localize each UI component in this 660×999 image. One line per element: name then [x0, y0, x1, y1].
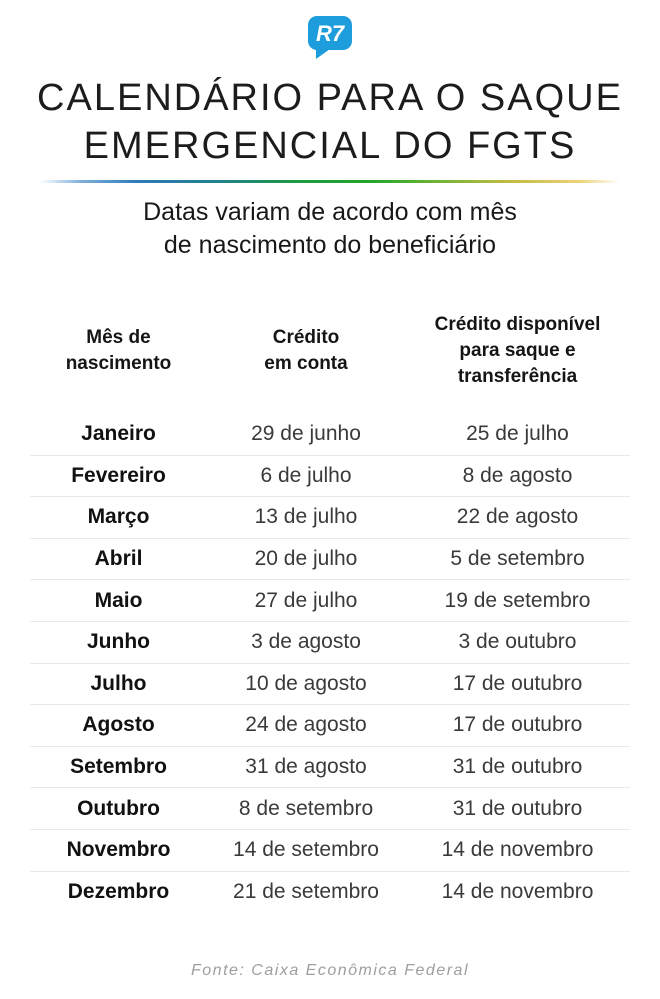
credit-date-cell: 6 de julho	[260, 463, 352, 487]
credit-date-cell: 21 de setembro	[233, 879, 379, 903]
month-cell: Fevereiro	[71, 463, 166, 487]
table-row: Fevereiro 6 de julho 8 de agosto	[30, 454, 630, 497]
month-cell: Junho	[87, 630, 150, 654]
table-header-row: Mês de nascimento Crédito em conta Crédi…	[30, 310, 630, 392]
available-date-cell: 3 de outubro	[458, 630, 577, 654]
month-cell: Agosto	[82, 713, 155, 737]
table-row: Novembro 14 de setembro 14 de novembro	[30, 828, 630, 871]
available-date-cell: 19 de setembro	[444, 588, 591, 612]
credit-date-cell: 14 de setembro	[233, 838, 379, 862]
table-row: Abril 20 de julho 5 de setembro	[30, 537, 630, 580]
month-cell: Novembro	[66, 838, 171, 862]
available-date-cell: 5 de setembro	[450, 547, 585, 571]
month-cell: Abril	[94, 547, 143, 571]
table-row: Setembro 31 de agosto 31 de outubro	[30, 745, 630, 788]
month-cell: Setembro	[70, 755, 167, 779]
table-body: Janeiro 29 de junho 25 de julho Fevereir…	[30, 414, 630, 912]
header-available-credit: Crédito disponível para saque e transfer…	[434, 314, 601, 387]
available-date-cell: 25 de julho	[466, 422, 569, 446]
table-row: Agosto 24 de agosto 17 de outubro	[30, 704, 630, 746]
header-credit-in-account: Crédito em conta	[264, 327, 348, 374]
credit-date-cell: 20 de julho	[254, 547, 358, 571]
credit-date-cell: 3 de agosto	[251, 630, 361, 654]
page-subtitle: Datas variam de acordo com mês de nascim…	[143, 198, 517, 259]
r7-logo-text: R7	[316, 21, 346, 46]
month-cell: Outubro	[77, 796, 160, 820]
r7-logo-icon: R7	[308, 16, 352, 59]
table-row: Janeiro 29 de junho 25 de julho	[30, 414, 630, 455]
credit-date-cell: 13 de julho	[254, 505, 358, 529]
r7-logo: R7	[306, 16, 354, 60]
available-date-cell: 22 de agosto	[456, 505, 579, 529]
credit-date-cell: 29 de junho	[251, 422, 361, 446]
available-date-cell: 8 de agosto	[462, 463, 573, 487]
month-cell: Janeiro	[81, 422, 156, 446]
month-cell: Maio	[94, 588, 143, 612]
table-row: Maio 27 de julho 19 de setembro	[30, 579, 630, 621]
credit-date-cell: 27 de julho	[254, 588, 358, 612]
month-cell: Março	[87, 505, 150, 529]
available-date-cell: 31 de outubro	[452, 796, 583, 820]
table-row: Outubro 8 de setembro 31 de outubro	[30, 787, 630, 829]
gradient-divider	[40, 180, 620, 183]
table-row: Julho 10 de agosto 17 de outubro	[30, 662, 630, 705]
available-date-cell: 17 de outubro	[452, 713, 583, 737]
credit-date-cell: 10 de agosto	[245, 671, 367, 695]
table-row: Junho 3 de agosto 3 de outubro	[30, 620, 630, 663]
available-date-cell: 14 de novembro	[441, 879, 594, 903]
source-note: Fonte: Caixa Econômica Federal	[191, 962, 469, 980]
month-cell: Dezembro	[67, 879, 170, 903]
credit-date-cell: 31 de agosto	[245, 755, 367, 779]
header-birth-month: Mês de nascimento	[65, 327, 172, 374]
page-title: CALENDÁRIO PARA O SAQUE EMERGENCIAL DO F…	[37, 77, 623, 167]
available-date-cell: 31 de outubro	[452, 755, 583, 779]
table-row: Março 13 de julho 22 de agosto	[30, 496, 630, 538]
credit-date-cell: 8 de setembro	[238, 796, 374, 820]
month-cell: Julho	[90, 671, 147, 695]
calendar-table: Mês de nascimento Crédito em conta Crédi…	[30, 310, 630, 912]
available-date-cell: 17 de outubro	[452, 671, 583, 695]
table-row: Dezembro 21 de setembro 14 de novembro	[30, 870, 630, 913]
available-date-cell: 14 de novembro	[441, 838, 594, 862]
credit-date-cell: 24 de agosto	[245, 713, 367, 737]
